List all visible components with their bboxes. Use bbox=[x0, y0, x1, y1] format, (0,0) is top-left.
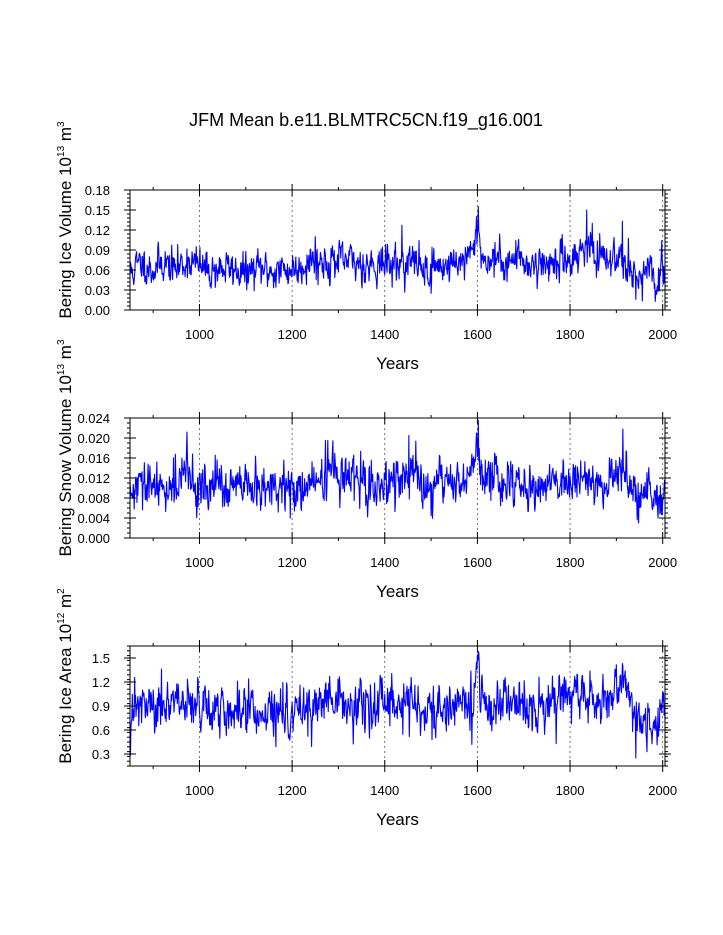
x-tick-label: 1000 bbox=[185, 783, 214, 798]
y-tick-label: 0.012 bbox=[77, 471, 110, 486]
y-tick-label: 0.016 bbox=[77, 451, 110, 466]
y-tick-labels: 0.00 0.03 0.06 0.09 0.12 0.15 0.18 bbox=[85, 183, 110, 318]
y-tick-labels: 0.3 0.6 0.9 1.2 1.5 bbox=[92, 651, 110, 762]
x-tick-labels: 1000 1200 1400 1600 1800 2000 bbox=[185, 327, 677, 342]
x-tick-label: 1000 bbox=[185, 555, 214, 570]
y-tick-label: 0.008 bbox=[77, 491, 110, 506]
y-tick-label: 1.2 bbox=[92, 675, 110, 690]
y-tick-label: 0.004 bbox=[77, 511, 110, 526]
x-tick-label: 1200 bbox=[278, 327, 307, 342]
x-tick-label: 1800 bbox=[556, 555, 585, 570]
y-tick-label: 0.000 bbox=[77, 531, 110, 546]
x-tick-label: 1200 bbox=[278, 783, 307, 798]
y-axis-label: Bering Snow Volume 1013 m3 bbox=[56, 339, 75, 556]
y-tick-label: 0.6 bbox=[92, 723, 110, 738]
y-tick-label: 0.00 bbox=[85, 303, 110, 318]
x-tick-label: 2000 bbox=[648, 555, 677, 570]
x-tick-labels: 1000 1200 1400 1600 1800 2000 bbox=[185, 555, 677, 570]
tick-marks bbox=[124, 412, 671, 544]
series-line-ice-volume bbox=[129, 206, 666, 302]
x-tick-label: 1800 bbox=[556, 327, 585, 342]
x-tick-label: 1600 bbox=[463, 783, 492, 798]
y-tick-label: 0.020 bbox=[77, 431, 110, 446]
y-tick-labels: 0.000 0.004 0.008 0.012 0.016 0.020 0.02… bbox=[77, 411, 110, 546]
x-tick-label: 1800 bbox=[556, 783, 585, 798]
tick-marks bbox=[124, 640, 671, 772]
series-line-snow-volume bbox=[129, 419, 666, 524]
y-tick-label: 0.12 bbox=[85, 223, 110, 238]
x-tick-labels: 1000 1200 1400 1600 1800 2000 bbox=[185, 783, 677, 798]
y-tick-label: 0.15 bbox=[85, 203, 110, 218]
panel-snow-volume: 1000 1200 1400 1600 1800 2000 0.000 0.00… bbox=[56, 339, 677, 601]
x-axis-label: Years bbox=[376, 354, 419, 373]
y-tick-label: 1.5 bbox=[92, 651, 110, 666]
tick-marks bbox=[124, 184, 671, 316]
y-tick-label: 0.3 bbox=[92, 747, 110, 762]
x-tick-label: 1200 bbox=[278, 555, 307, 570]
y-tick-label: 0.09 bbox=[85, 243, 110, 258]
y-axis-label: Bering Ice Volume 1013 m3 bbox=[56, 121, 75, 319]
x-tick-label: 1600 bbox=[463, 327, 492, 342]
y-tick-label: 0.9 bbox=[92, 699, 110, 714]
y-tick-label: 0.03 bbox=[85, 283, 110, 298]
y-axis-label: Bering Ice Area 1012 m2 bbox=[56, 588, 75, 764]
x-tick-label: 1400 bbox=[370, 555, 399, 570]
x-tick-label: 1400 bbox=[370, 783, 399, 798]
series-line-ice-area bbox=[129, 651, 666, 759]
x-tick-label: 1600 bbox=[463, 555, 492, 570]
panel-ice-area: 1000 1200 1400 1600 1800 2000 0.3 0.6 0.… bbox=[56, 588, 677, 829]
y-tick-label: 0.024 bbox=[77, 411, 110, 426]
panel-ice-volume: 1000 1200 1400 1600 1800 2000 0.00 0.03 … bbox=[56, 121, 677, 373]
chart-title: JFM Mean b.e11.BLMTRC5CN.f19_g16.001 bbox=[189, 110, 543, 131]
x-tick-label: 2000 bbox=[648, 327, 677, 342]
x-axis-label: Years bbox=[376, 810, 419, 829]
x-tick-label: 2000 bbox=[648, 783, 677, 798]
y-tick-label: 0.06 bbox=[85, 263, 110, 278]
y-tick-label: 0.18 bbox=[85, 183, 110, 198]
x-tick-label: 1000 bbox=[185, 327, 214, 342]
x-tick-label: 1400 bbox=[370, 327, 399, 342]
x-axis-label: Years bbox=[376, 582, 419, 601]
